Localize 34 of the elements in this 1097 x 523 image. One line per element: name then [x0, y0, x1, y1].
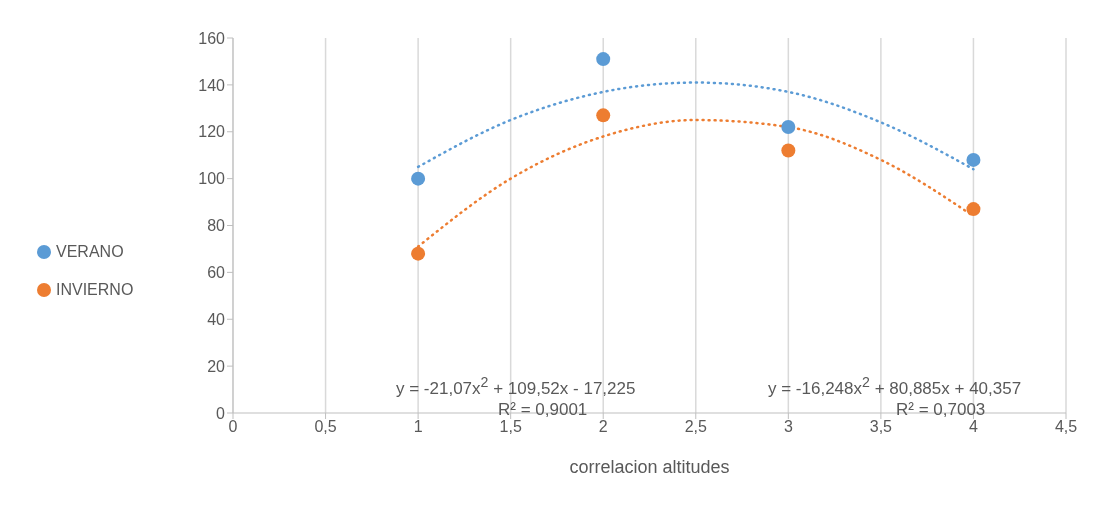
- x-tick-label: 4: [968, 418, 978, 436]
- legend-label: INVIERNO: [56, 281, 134, 299]
- x-tick-label: 0,5: [314, 418, 337, 436]
- y-tick-label: 160: [198, 29, 226, 47]
- x-tick-label: 3: [783, 418, 793, 436]
- point: [596, 108, 611, 123]
- x-tick-label: 0: [228, 418, 238, 436]
- point: [411, 171, 426, 186]
- annotation: y = -21,07x$^{2}$ + 109,52x - 17,225: [396, 374, 636, 399]
- annotation: y = -16,248x$^{2}$ + 80,885x + 40,357: [768, 374, 1022, 399]
- point: [781, 143, 796, 158]
- point: [596, 52, 611, 67]
- y-tick-label: 20: [207, 357, 226, 375]
- point: [966, 152, 981, 167]
- annotation: R² = 0,9001: [498, 400, 588, 420]
- annotation: R² = 0,7003: [896, 400, 986, 420]
- y-tick-label: 80: [207, 217, 226, 235]
- point: [411, 246, 426, 261]
- y-tick-label: 120: [198, 123, 226, 141]
- x-tick-label: 2,5: [684, 418, 707, 436]
- x-tick-label: 3,5: [869, 418, 893, 436]
- point: [966, 202, 981, 217]
- y-tick-label: 40: [207, 310, 226, 328]
- legend-label: VERANO: [56, 243, 124, 261]
- y-tick-label: 60: [207, 264, 226, 282]
- x-tick-label: 2: [598, 418, 608, 436]
- x-tick-label: 4,5: [1054, 418, 1078, 436]
- x-tick-label: 1,5: [499, 418, 522, 436]
- y-tick-label: 0: [216, 404, 226, 422]
- y-tick-label: 100: [198, 170, 226, 188]
- x-axis-title: correlacion altitudes: [569, 457, 730, 477]
- x-tick-label: 1: [413, 418, 423, 436]
- y-tick-label: 140: [198, 76, 226, 94]
- point: [781, 120, 796, 135]
